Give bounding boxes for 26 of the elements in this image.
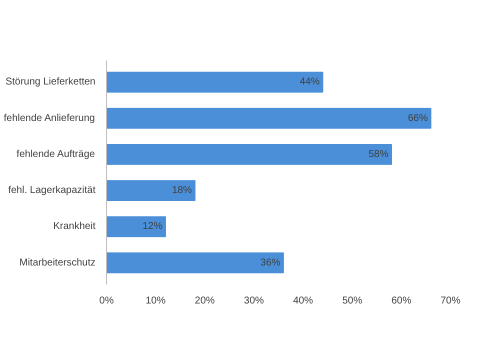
data-label: 18% xyxy=(172,185,192,196)
x-tick-label: 30% xyxy=(244,296,264,306)
x-tick-label: 0% xyxy=(99,296,114,306)
y-tick-label: Störung Lieferketten xyxy=(5,76,96,88)
data-label: 44% xyxy=(300,76,320,88)
bar xyxy=(106,180,196,201)
x-tick-label: 10% xyxy=(146,296,166,306)
y-tick-label: fehl. Lagerkapazität xyxy=(8,185,96,196)
data-label: 58% xyxy=(368,148,389,160)
x-tick-label: 50% xyxy=(342,296,362,306)
bar xyxy=(106,108,432,129)
x-tick-label: 40% xyxy=(293,296,314,306)
y-tick-label: fehlende Anlieferung xyxy=(4,112,95,124)
data-label: 12% xyxy=(142,221,163,232)
x-tick-label: 60% xyxy=(391,296,412,306)
y-tick-label: Krankheit xyxy=(53,221,96,232)
bar xyxy=(106,144,392,165)
bar xyxy=(106,252,284,274)
x-tick-label: 70% xyxy=(440,296,461,306)
data-label: 36% xyxy=(260,257,281,268)
y-tick-label: fehlende Aufträge xyxy=(16,148,96,160)
y-tick-label: Mitarbeiterschutz xyxy=(19,257,96,268)
bar xyxy=(106,216,166,238)
data-label: 66% xyxy=(408,112,428,124)
x-tick-label: 20% xyxy=(194,296,215,306)
bar xyxy=(106,72,324,93)
